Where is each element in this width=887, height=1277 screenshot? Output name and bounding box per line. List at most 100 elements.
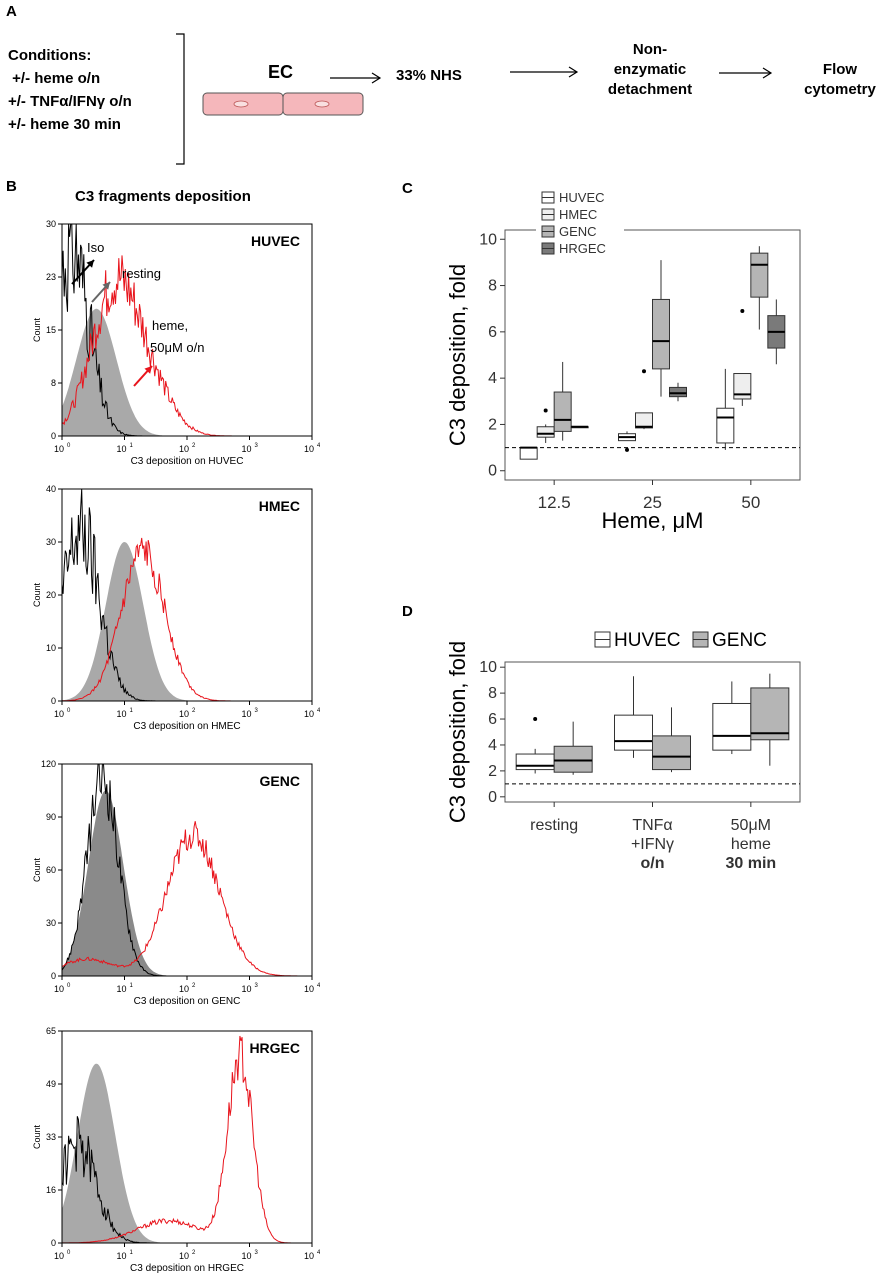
outlier-point xyxy=(740,309,745,314)
x-tick-exponent: 0 xyxy=(67,1250,71,1256)
y-tick-label: 8 xyxy=(488,685,497,702)
box-huvec-2 xyxy=(712,681,752,755)
x-tick-exponent: 1 xyxy=(130,983,134,989)
x-tick-label: 10 xyxy=(54,709,64,719)
y-tick-label: 4 xyxy=(488,370,497,387)
resting-histogram xyxy=(62,542,312,701)
cell-line-label: HRGEC xyxy=(249,1040,300,1056)
box-hmec-1 xyxy=(635,369,653,430)
x-category-label: 25 xyxy=(643,493,662,512)
box-hrgec-0 xyxy=(570,425,589,429)
x-tick-label: 10 xyxy=(54,984,64,994)
x-tick-exponent: 0 xyxy=(67,983,71,989)
x-tick-label: 10 xyxy=(304,444,314,454)
box-genc-1 xyxy=(652,260,670,397)
x-tick-exponent: 1 xyxy=(130,443,134,449)
x-tick-label: 10 xyxy=(304,984,314,994)
x-axis-label: Heme, μM xyxy=(602,508,704,533)
y-tick-label: 30 xyxy=(46,918,56,928)
box-hmec-2 xyxy=(733,309,752,406)
panel-c-letter: C xyxy=(402,180,413,197)
legend-gap xyxy=(536,222,624,240)
y-axis-label: Count xyxy=(32,583,42,608)
y-tick-label: 6 xyxy=(488,324,497,341)
x-tick-label: 10 xyxy=(241,984,251,994)
x-axis-label: C3 deposition on HMEC xyxy=(133,721,240,732)
x-tick-label: 10 xyxy=(116,444,126,454)
step-detachment-line-1: Non- xyxy=(632,41,668,58)
x-category-label: o/n xyxy=(641,855,665,872)
box-body xyxy=(536,426,555,438)
box-body xyxy=(652,735,691,771)
heme-histogram-line xyxy=(61,821,312,977)
box-body xyxy=(614,714,653,751)
y-tick-label: 8 xyxy=(51,378,56,388)
x-tick-exponent: 2 xyxy=(192,1250,196,1256)
y-tick-label: 0 xyxy=(51,696,56,706)
y-tick-label: 0 xyxy=(488,463,497,480)
x-category-label: 50μM xyxy=(731,817,771,834)
box-genc-0 xyxy=(553,721,593,775)
step-detachment-line-2: enzymatic xyxy=(613,61,687,78)
x-axis-label: C3 deposition on HUVEC xyxy=(131,456,244,467)
y-tick-label: 30 xyxy=(46,537,56,547)
cell-line-label: GENC xyxy=(260,773,300,789)
annotation-resting: resting xyxy=(122,266,161,281)
heme-histogram-line xyxy=(62,1035,312,1244)
panel-d-letter: D xyxy=(402,603,413,620)
x-category-label: 30 min xyxy=(725,855,776,872)
x-tick-exponent: 4 xyxy=(317,443,320,449)
box-body xyxy=(669,386,687,398)
endothelial-cells-icon xyxy=(202,92,364,116)
outlier-point xyxy=(642,369,646,374)
y-tick-label: 4 xyxy=(488,737,497,754)
y-tick-label: 0 xyxy=(51,971,56,981)
y-tick-label: 23 xyxy=(46,272,56,282)
step-detachment-line-3: detachment xyxy=(607,81,693,98)
x-tick-label: 10 xyxy=(241,444,251,454)
ec-label: EC xyxy=(268,62,294,82)
y-axis-label: C3 deposition, fold xyxy=(445,641,470,823)
box-genc-2 xyxy=(750,246,769,330)
box-genc-2 xyxy=(750,673,790,766)
y-axis-label: Count xyxy=(32,318,42,343)
y-tick-label: 8 xyxy=(488,278,497,295)
y-tick-label: 2 xyxy=(488,763,497,780)
y-tick-label: 60 xyxy=(46,865,56,875)
annotation-heme-1: heme, xyxy=(152,318,188,333)
y-tick-label: 90 xyxy=(46,812,56,822)
conditions-block: Conditions: +/- heme o/n +/- TNFα/IFNγ o… xyxy=(8,44,132,136)
x-tick-label: 10 xyxy=(116,1251,126,1261)
y-tick-label: 20 xyxy=(46,590,56,600)
y-tick-label: 40 xyxy=(46,485,56,494)
x-tick-label: 10 xyxy=(241,1251,251,1261)
legend: HUVEC GENC xyxy=(594,630,767,651)
x-category-label: 50 xyxy=(741,493,760,512)
outlier-point xyxy=(543,408,548,413)
conditions-title: Conditions: xyxy=(8,47,92,64)
x-tick-exponent: 4 xyxy=(317,1250,320,1256)
step-nhs: 33% NHS xyxy=(396,67,462,84)
y-tick-label: 49 xyxy=(46,1079,56,1089)
legend-label: HMEC xyxy=(559,207,597,222)
box-body xyxy=(733,373,752,400)
x-tick-exponent: 4 xyxy=(317,708,320,714)
cell-line-label: HMEC xyxy=(259,498,300,514)
x-tick-label: 10 xyxy=(116,984,126,994)
annotation-heme-2: 50μM o/n xyxy=(150,340,204,355)
condition-3: +/- heme 30 min xyxy=(8,116,121,133)
step-detachment: Non- enzymatic detachment xyxy=(580,40,720,100)
resting-arrow-head xyxy=(102,282,110,290)
y-tick-label: 65 xyxy=(46,1027,56,1036)
box-body xyxy=(712,702,752,751)
x-axis-label: C3 deposition on HRGEC xyxy=(130,1263,244,1274)
y-tick-label: 2 xyxy=(488,416,497,433)
x-tick-exponent: 4 xyxy=(317,983,320,989)
x-tick-exponent: 3 xyxy=(255,1250,259,1256)
conditions-bracket xyxy=(176,33,185,165)
y-axis-label: C3 deposition, fold xyxy=(445,264,470,446)
annotation-iso: Iso xyxy=(87,240,104,255)
box-hmec-0 xyxy=(536,408,555,443)
x-tick-label: 10 xyxy=(304,709,314,719)
